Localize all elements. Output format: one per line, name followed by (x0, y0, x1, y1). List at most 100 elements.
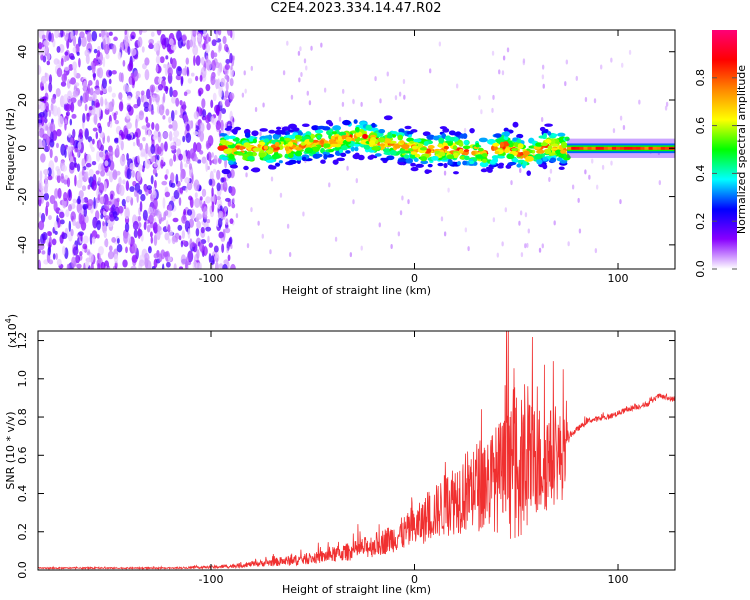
sparse-blob (542, 83, 545, 89)
noise-blob (194, 197, 201, 209)
noise-blob (118, 72, 123, 82)
band-blob (559, 154, 564, 159)
noise-blob (101, 78, 107, 89)
noise-blob (217, 217, 223, 228)
sparse-blob (491, 107, 494, 113)
noise-blob (97, 262, 101, 269)
band-blob (399, 140, 405, 144)
band-blob (252, 138, 258, 144)
noise-blob (118, 92, 123, 100)
noise-blob (173, 263, 177, 269)
band-blob (320, 159, 326, 164)
sparse-blob (502, 55, 506, 61)
noise-blob (193, 179, 200, 192)
noise-blob (78, 190, 84, 199)
snr-y-scale-exponent: 4 (4, 318, 13, 323)
band-blob (507, 161, 517, 166)
noise-blob (97, 193, 101, 201)
noise-blob (173, 153, 177, 162)
band-blob (493, 145, 498, 151)
noise-blob (205, 33, 210, 45)
band-blob (386, 134, 393, 139)
noise-blob (82, 235, 89, 244)
y-tick-label: -20 (16, 188, 29, 206)
band-blob (411, 145, 419, 150)
noise-blob (199, 122, 205, 133)
noise-blob (185, 187, 188, 193)
sparse-blob (338, 116, 342, 122)
sparse-blob (232, 197, 235, 203)
sparse-blob (244, 88, 247, 94)
noise-blob (113, 36, 118, 41)
noise-blob (56, 67, 63, 78)
noise-blob (122, 259, 128, 268)
noise-blob (189, 238, 193, 250)
band-blob (564, 136, 570, 141)
sparse-blob (588, 174, 591, 180)
noise-blob (108, 78, 112, 85)
noise-blob (175, 138, 182, 147)
band-blob (409, 140, 415, 144)
noise-blob (103, 239, 109, 247)
noise-blob (167, 238, 171, 244)
noise-blob (154, 93, 160, 103)
band-blob (243, 165, 249, 171)
noise-blob (126, 168, 132, 180)
noise-blob (168, 116, 172, 124)
noise-blob (56, 168, 61, 177)
noise-blob (124, 222, 130, 233)
noise-blob (143, 252, 150, 264)
band-blob (391, 131, 398, 135)
band-blob (497, 155, 506, 159)
noise-blob (164, 210, 169, 217)
noise-blob (44, 82, 48, 93)
band-blob (503, 127, 509, 133)
noise-blob (38, 64, 42, 75)
noise-blob (99, 151, 104, 158)
sparse-blob (506, 47, 510, 53)
sparse-blob (595, 184, 599, 190)
noise-blob (46, 53, 51, 61)
noise-blob (77, 195, 81, 204)
noise-blob (53, 58, 60, 65)
noise-blob (71, 113, 77, 119)
noise-blob (175, 173, 179, 185)
band-blob (463, 139, 469, 146)
sparse-blob (591, 158, 594, 164)
sparse-blob (621, 62, 624, 68)
noise-blob (220, 177, 225, 183)
snr-y-axis-label: SNR (10 * v/v) (4, 411, 17, 489)
sparse-blob (524, 212, 528, 218)
x-tick-label: -100 (199, 573, 224, 586)
noise-blob (134, 182, 141, 193)
noise-blob (91, 161, 97, 166)
noise-blob (165, 168, 169, 176)
noise-blob (198, 87, 204, 95)
sparse-blob (577, 197, 580, 203)
band-blob (228, 160, 234, 165)
noise-blob (151, 86, 154, 98)
noise-blob (102, 210, 107, 217)
noise-blob (126, 104, 132, 112)
noise-blob (224, 90, 229, 98)
band-blob (353, 143, 360, 147)
noise-blob (204, 245, 207, 257)
noise-blob (121, 198, 126, 207)
steady-core (567, 146, 572, 150)
noise-blob (229, 218, 234, 225)
noise-blob (205, 196, 211, 204)
sparse-blob (565, 59, 569, 65)
sparse-blob (571, 184, 575, 190)
noise-blob (229, 236, 233, 245)
noise-blob (172, 217, 179, 223)
noise-blob (83, 215, 89, 224)
band-blob (358, 128, 365, 133)
noise-blob (211, 59, 216, 72)
sparse-blob (578, 228, 582, 234)
band-blob (223, 135, 231, 140)
sparse-blob (269, 249, 272, 255)
noise-blob (80, 233, 83, 242)
band-blob (512, 121, 519, 128)
band-blob (427, 163, 433, 168)
noise-blob (131, 35, 135, 40)
